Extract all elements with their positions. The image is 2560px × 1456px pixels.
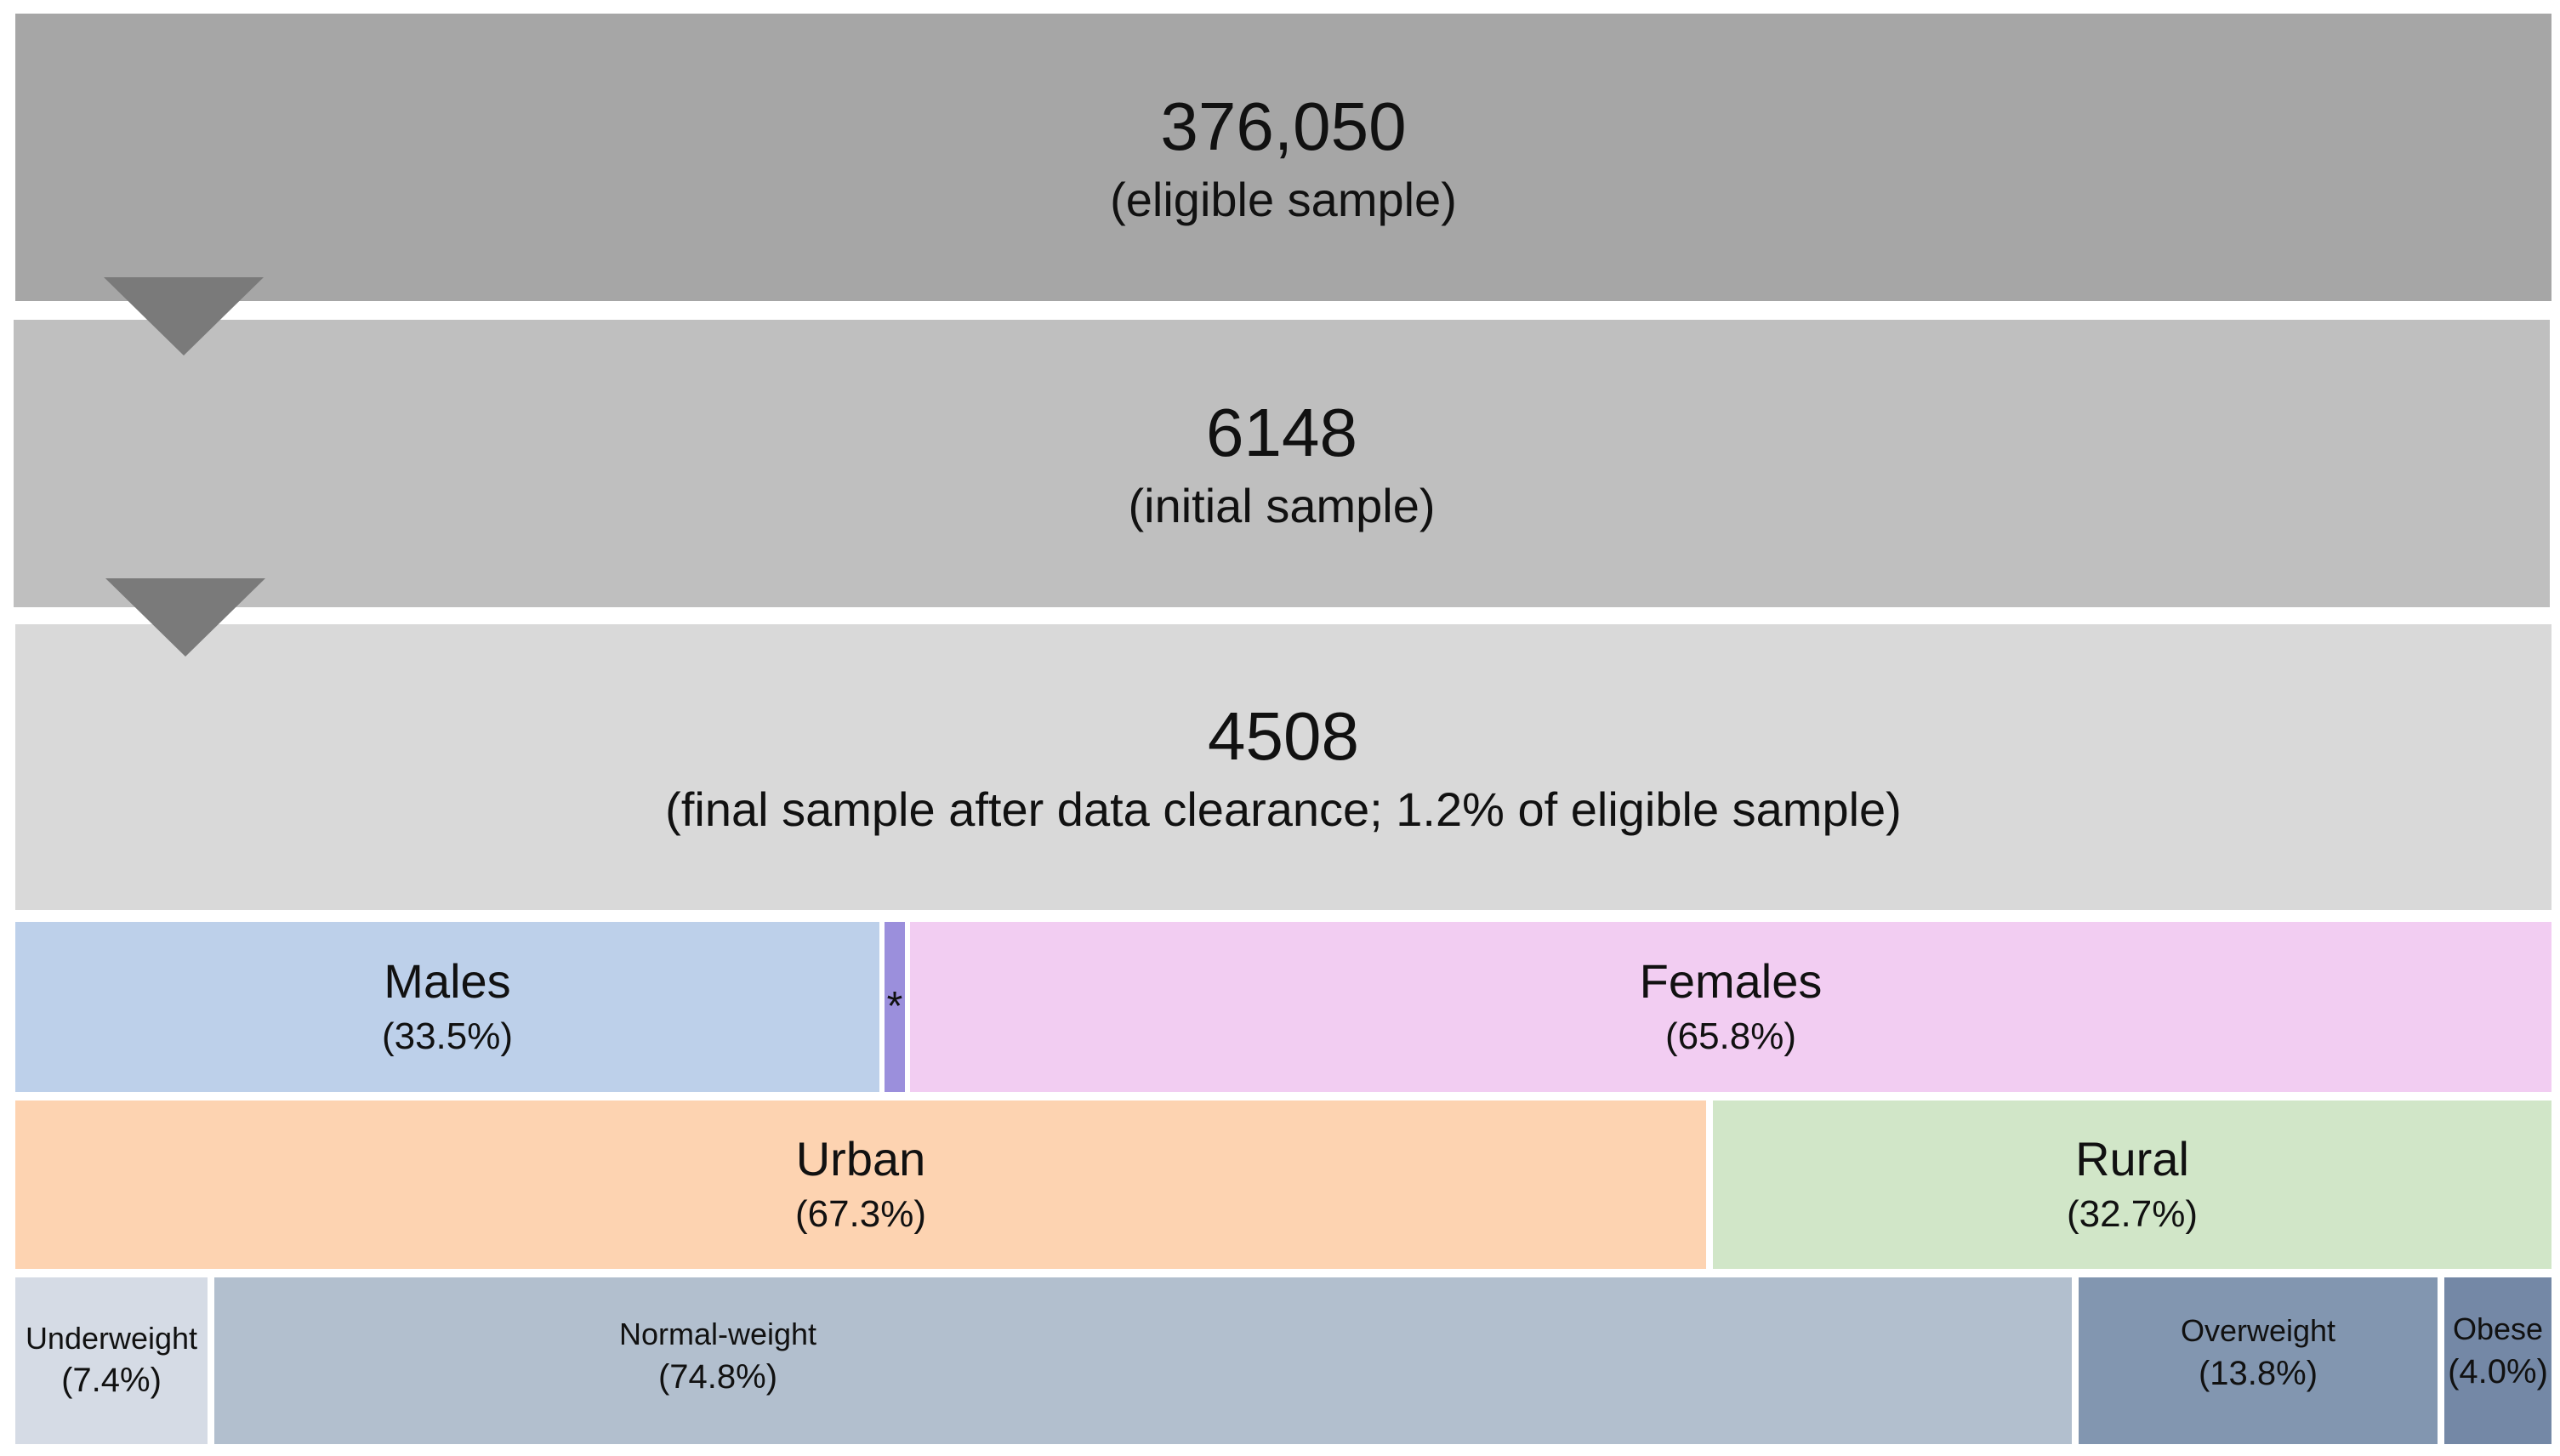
underweight-box: Underweight (7.4%) xyxy=(15,1277,208,1444)
normal-weight-label: Normal-weight xyxy=(618,1317,817,1351)
overweight-box: Overweight (13.8%) xyxy=(2079,1277,2438,1444)
obese-label: Obese xyxy=(2452,1311,2544,1346)
normal-weight-box: Normal-weight (74.8%) xyxy=(214,1277,1221,1444)
males-pct: (33.5%) xyxy=(381,1015,514,1058)
underweight-label: Underweight xyxy=(25,1320,198,1356)
urban-box: Urban (67.3%) xyxy=(15,1101,1706,1269)
urban-label: Urban xyxy=(795,1132,926,1186)
males-box: Males (33.5%) xyxy=(15,922,879,1092)
stage-eligible-box: 376,050 (eligible sample) xyxy=(15,14,2551,301)
obese-pct: (4.0%) xyxy=(2448,1352,2548,1391)
initial-count: 6148 xyxy=(1206,394,1357,470)
arrow-down-icon xyxy=(104,277,264,355)
stage-initial-box: 6148 (initial sample) xyxy=(14,320,2550,607)
females-pct: (65.8%) xyxy=(1664,1015,1797,1058)
other-sex-box: * xyxy=(885,922,905,1092)
final-count: 4508 xyxy=(1208,697,1359,774)
normal-weight-pct: (74.8%) xyxy=(657,1357,778,1396)
females-box: Females (65.8%) xyxy=(910,922,2551,1092)
overweight-pct: (13.8%) xyxy=(2198,1354,2318,1392)
males-label: Males xyxy=(384,954,511,1009)
eligible-label: (eligible sample) xyxy=(1110,172,1457,226)
overweight-label: Overweight xyxy=(2180,1313,2336,1348)
arrow-down-icon xyxy=(105,578,265,657)
normal-weight-fill xyxy=(1221,1277,2072,1444)
obese-box: Obese (4.0%) xyxy=(2444,1277,2551,1444)
other-sex-marker: * xyxy=(886,984,903,1029)
stage-final-box: 4508 (final sample after data clearance;… xyxy=(15,624,2551,910)
rural-label: Rural xyxy=(2075,1132,2189,1186)
rural-pct: (32.7%) xyxy=(2066,1193,2199,1236)
initial-label: (initial sample) xyxy=(1128,478,1436,532)
final-label: (final sample after data clearance; 1.2%… xyxy=(665,782,1902,836)
females-label: Females xyxy=(1639,954,1823,1009)
underweight-pct: (7.4%) xyxy=(61,1362,162,1400)
urban-pct: (67.3%) xyxy=(794,1193,927,1236)
eligible-count: 376,050 xyxy=(1160,88,1407,164)
rural-box: Rural (32.7%) xyxy=(1713,1101,2551,1269)
